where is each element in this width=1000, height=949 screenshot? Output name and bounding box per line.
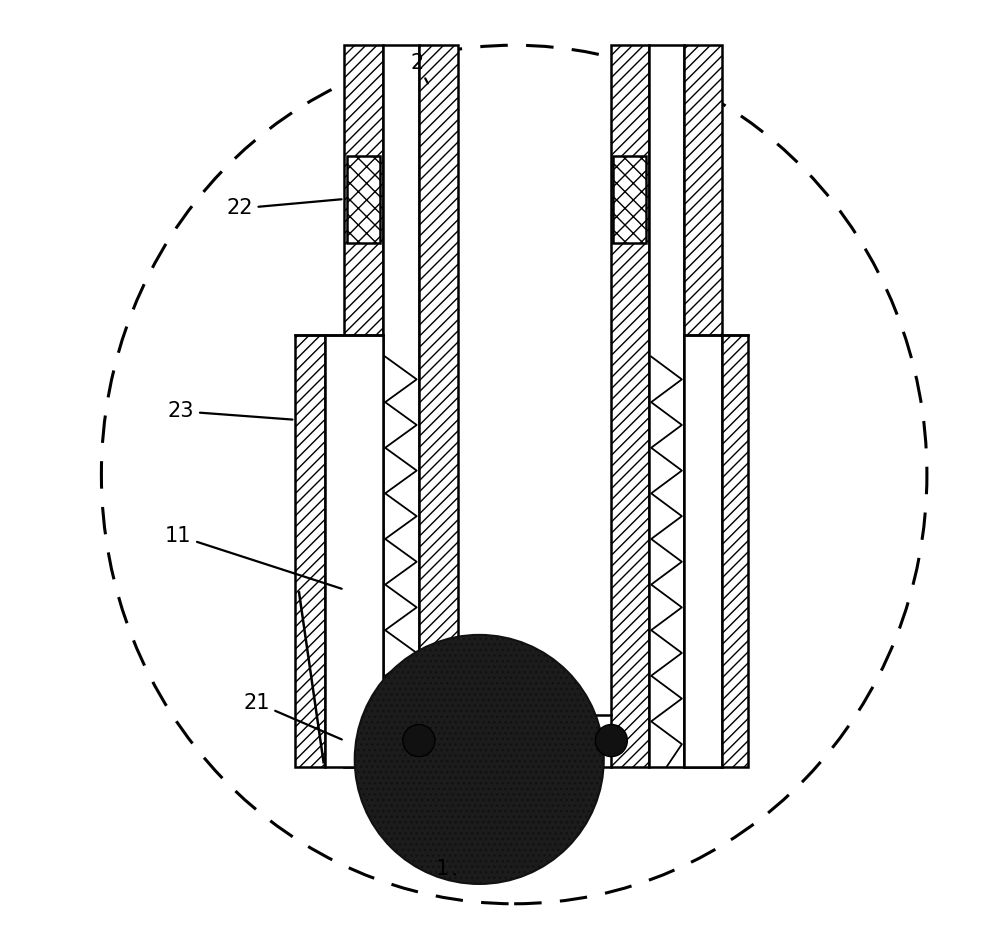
Bar [344, 46, 383, 767]
Text: 21: 21 [243, 693, 342, 739]
Bar [649, 46, 684, 767]
Bar [325, 335, 383, 767]
Bar [684, 46, 722, 767]
Text: 11: 11 [165, 526, 342, 588]
Bar [419, 46, 458, 767]
Bar [722, 335, 748, 767]
Text: 1: 1 [436, 859, 455, 879]
Bar [611, 46, 649, 767]
Text: 2: 2 [410, 53, 428, 84]
Text: 23: 23 [168, 401, 293, 421]
Bar [347, 156, 380, 243]
Text: 22: 22 [226, 198, 342, 218]
Bar [383, 46, 419, 767]
Bar [295, 335, 325, 767]
Circle shape [595, 724, 627, 756]
Bar [613, 156, 646, 243]
Circle shape [355, 635, 604, 884]
Circle shape [403, 724, 435, 756]
Bar [684, 335, 722, 767]
